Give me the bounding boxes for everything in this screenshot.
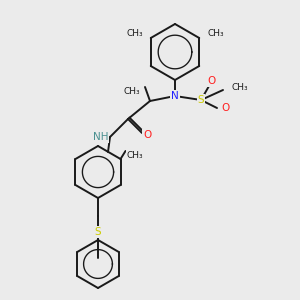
Text: NH: NH	[92, 132, 108, 142]
Text: S: S	[198, 95, 204, 105]
Text: CH₃: CH₃	[127, 151, 143, 160]
Text: CH₃: CH₃	[123, 86, 140, 95]
Text: O: O	[143, 130, 151, 140]
Text: S: S	[95, 227, 101, 237]
Text: O: O	[207, 76, 215, 86]
Text: CH₃: CH₃	[231, 83, 247, 92]
Text: CH₃: CH₃	[207, 29, 224, 38]
Text: O: O	[221, 103, 229, 113]
Text: CH₃: CH₃	[126, 29, 143, 38]
Text: N: N	[171, 91, 179, 101]
